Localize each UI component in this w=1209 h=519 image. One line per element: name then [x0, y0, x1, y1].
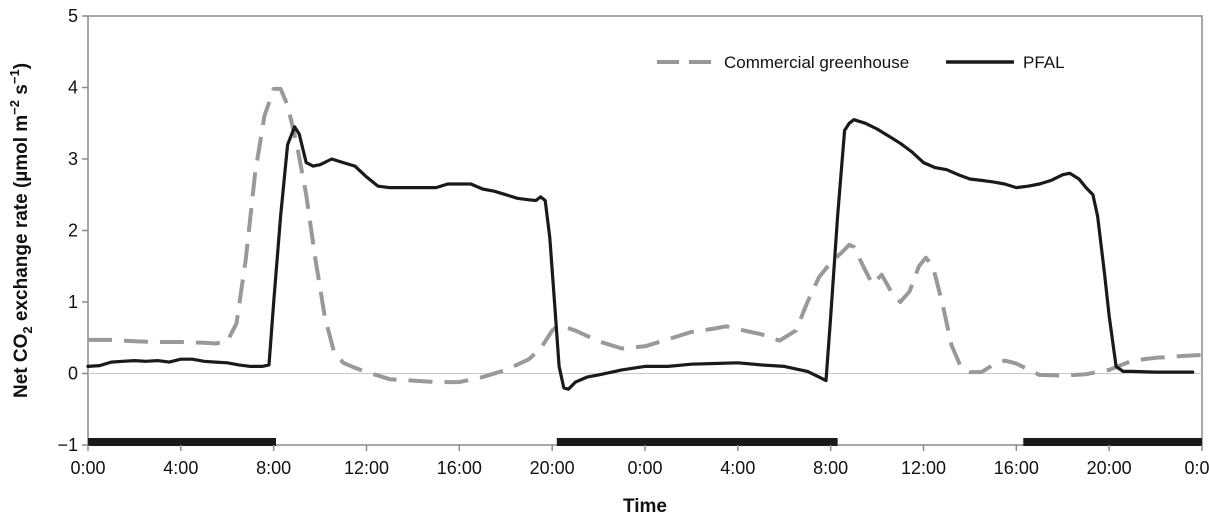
dark-period-bar-2	[1023, 438, 1202, 446]
y-tick-label-1: 0	[68, 364, 78, 384]
x-tick-label-1: 4:00	[163, 458, 198, 478]
dark-period-bars	[88, 438, 1202, 446]
y-axis-title-sup2: −1	[7, 69, 22, 84]
y-tick-label-2: 1	[68, 292, 78, 312]
x-tick-label-5: 20:00	[530, 458, 575, 478]
series-line-pfal	[86, 118, 1195, 391]
y-tick-label-4: 3	[68, 149, 78, 169]
series-line-commercial-greenhouse	[88, 86, 1203, 385]
x-axis-title: Time	[623, 496, 667, 517]
y-axis-title-mid2: s	[11, 84, 32, 100]
dark-period-bar-1	[556, 438, 838, 446]
y-axis-title: Net CO2 exchange rate (µmol m−2 s−1)	[7, 63, 35, 398]
y-axis-title-sup1: −2	[7, 100, 22, 115]
x-tick-label-11: 20:00	[1087, 458, 1132, 478]
plot-border	[87, 15, 1203, 446]
y-axis-title-sub: 2	[20, 326, 35, 333]
y-tick-label-5: 4	[68, 78, 78, 98]
y-axis-title-mid: exchange rate (µmol m	[11, 115, 32, 327]
y-tick-label-6: 5	[68, 6, 78, 26]
x-tick-label-9: 12:00	[901, 458, 946, 478]
x-tick-label-8: 8:00	[813, 458, 848, 478]
y-tick-label-3: 2	[68, 221, 78, 241]
x-tick-label-6: 0:00	[627, 458, 662, 478]
x-tick-label-4: 16:00	[437, 458, 482, 478]
x-tick-label-10: 16:00	[994, 458, 1039, 478]
legend-label-commercial-greenhouse: Commercial greenhouse	[724, 53, 909, 72]
y-axis-ticks: −1 0 1 2 3 4 5	[57, 6, 88, 455]
plot-area	[87, 15, 1203, 446]
x-tick-label-3: 12:00	[344, 458, 389, 478]
x-tick-label-2: 8:00	[256, 458, 291, 478]
y-axis-title-post: )	[11, 63, 32, 69]
y-axis-title-pre: Net CO	[11, 334, 32, 398]
x-axis-ticks: 0:00 4:00 8:00 12:00 16:00 20:00 0:00 4:00 8:00 1…	[70, 445, 1209, 478]
x-tick-label-7: 4:00	[720, 458, 755, 478]
dark-period-bar-0	[88, 438, 276, 446]
x-tick-label-12: 0:00	[1184, 458, 1209, 478]
legend: Commercial greenhouse PFAL	[657, 53, 1065, 72]
series-lines	[86, 86, 1203, 391]
legend-label-pfal: PFAL	[1023, 53, 1065, 72]
x-tick-label-0: 0:00	[70, 458, 105, 478]
y-tick-label-0: −1	[57, 435, 78, 455]
